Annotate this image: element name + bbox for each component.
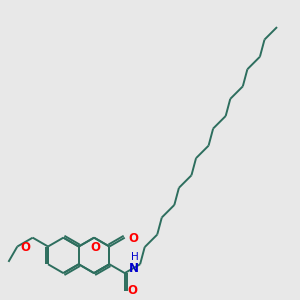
Text: O: O xyxy=(128,284,138,297)
Text: O: O xyxy=(90,241,100,254)
Text: O: O xyxy=(128,232,138,245)
Text: O: O xyxy=(21,241,31,254)
Text: H: H xyxy=(131,252,139,262)
Text: N: N xyxy=(129,262,139,275)
